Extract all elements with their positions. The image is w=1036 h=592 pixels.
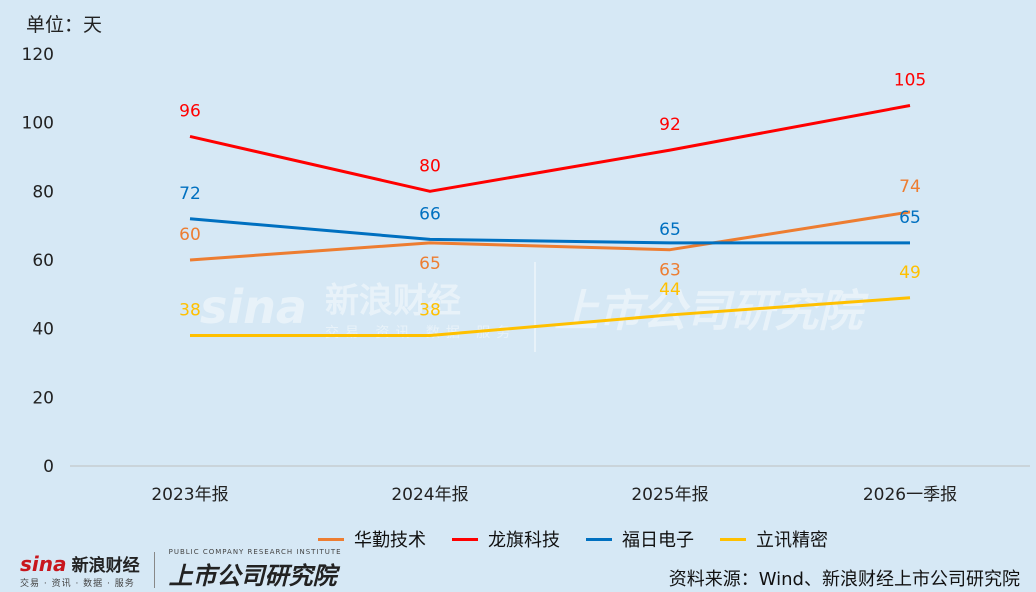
logo-divider <box>153 551 155 588</box>
footer-logo: sina 新浪财经 交易 · 资讯 · 数据 · 服务 PUBLIC COMPA… <box>20 548 342 591</box>
y-tick-label: 80 <box>32 182 54 202</box>
data-label: 66 <box>419 204 441 224</box>
y-tick-label: 0 <box>43 457 54 477</box>
y-tick-label: 40 <box>32 320 54 340</box>
research-logo-en: PUBLIC COMPANY RESEARCH INSTITUTE <box>168 548 342 556</box>
line-chart: 0 20 40 60 80 100 120 2023年报 2024年报 2025年报 2026一季报… <box>22 45 1030 505</box>
series-line <box>189 217 910 245</box>
data-label: 38 <box>419 301 441 321</box>
unit-label: 单位：天 <box>26 14 103 36</box>
sina-logo-brand: 新浪财经 <box>71 555 140 576</box>
y-tick-label: 100 <box>22 114 54 134</box>
legend-swatch <box>720 537 746 541</box>
data-label: 65 <box>659 220 681 240</box>
legend-label: 龙旗科技 <box>488 530 560 551</box>
legend-item: 福日电子 <box>586 526 694 552</box>
legend: 华勤技术 龙旗科技 福日电子 立讯精密 <box>318 526 828 552</box>
data-label: 65 <box>899 208 921 228</box>
data-label: 60 <box>179 225 201 245</box>
data-label: 105 <box>894 71 926 91</box>
y-tick-label: 60 <box>32 251 54 271</box>
x-tick-label: 2024年报 <box>391 485 468 505</box>
data-label: 80 <box>419 156 441 176</box>
data-label: 65 <box>419 254 441 274</box>
research-logo-cn: 上市公司研究院 <box>168 562 337 590</box>
legend-label: 立讯精密 <box>756 530 828 551</box>
data-label: 49 <box>899 263 921 283</box>
legend-swatch <box>318 537 344 541</box>
legend-swatch <box>452 537 478 541</box>
x-tick-label: 2023年报 <box>151 485 228 505</box>
legend-item: 华勤技术 <box>318 526 426 552</box>
series-line <box>189 104 911 193</box>
legend-swatch <box>586 537 612 541</box>
legend-item: 立讯精密 <box>720 526 828 552</box>
data-label: 74 <box>899 177 921 197</box>
legend-label: 华勤技术 <box>354 530 426 551</box>
data-label: 72 <box>179 184 201 204</box>
data-label: 92 <box>659 115 681 135</box>
data-label: 44 <box>659 280 681 300</box>
sina-logo-sub: 交易 · 资讯 · 数据 · 服务 <box>20 578 135 589</box>
x-tick-label: 2026一季报 <box>863 485 957 505</box>
data-label: 96 <box>179 101 201 121</box>
source-note: 资料来源：Wind、新浪财经上市公司研究院 <box>668 569 1020 590</box>
legend-item: 龙旗科技 <box>452 526 560 552</box>
series-line <box>190 296 911 338</box>
x-tick-label: 2025年报 <box>631 485 708 505</box>
y-tick-label: 120 <box>22 45 54 65</box>
legend-label: 福日电子 <box>622 530 694 551</box>
sina-logo-mark: sina <box>20 551 67 576</box>
data-label: 63 <box>659 261 681 281</box>
y-tick-label: 20 <box>32 388 54 408</box>
series-line <box>189 210 911 262</box>
data-label: 38 <box>179 301 201 321</box>
